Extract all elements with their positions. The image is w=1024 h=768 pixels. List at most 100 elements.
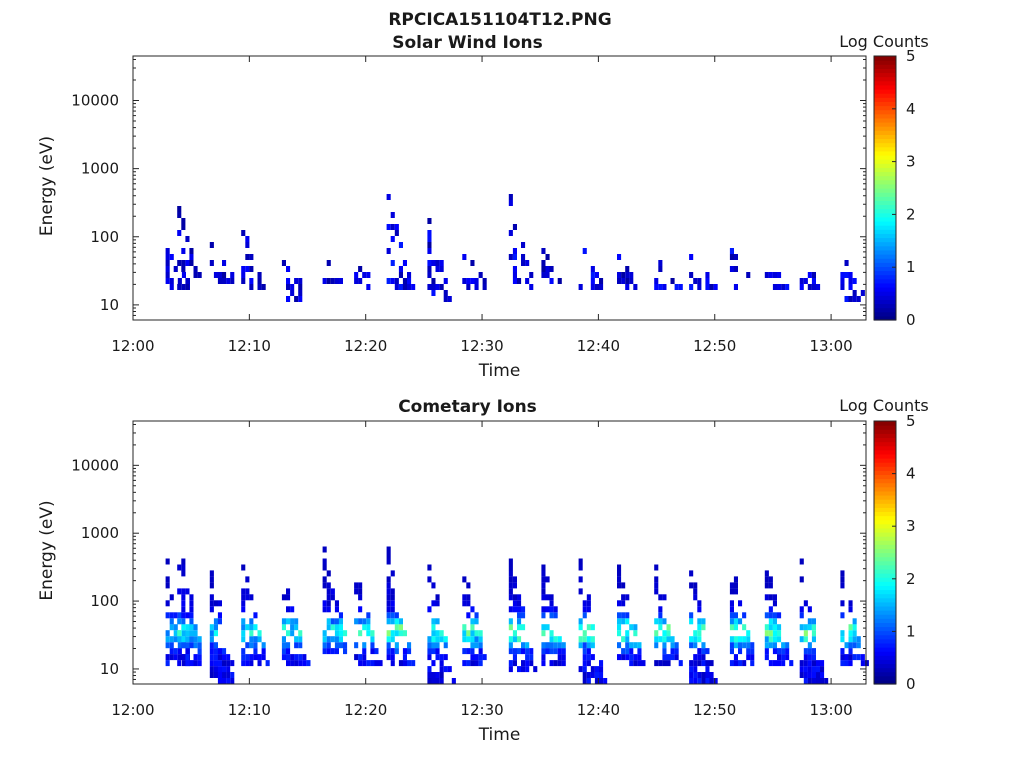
data-cell <box>466 648 471 655</box>
data-cell <box>586 594 591 601</box>
colorbar-segment <box>874 679 896 685</box>
data-cell <box>257 272 262 278</box>
data-cell <box>848 278 853 284</box>
data-cell <box>590 272 595 278</box>
data-cell <box>521 260 526 266</box>
data-cell <box>582 636 587 643</box>
data-cell <box>848 600 853 607</box>
colorbar-segment <box>874 175 896 181</box>
data-cell <box>431 582 436 589</box>
data-cell <box>173 266 178 272</box>
data-cell <box>474 618 479 625</box>
colorbar-segment <box>874 97 896 102</box>
data-cell <box>298 642 303 649</box>
data-cell <box>181 612 186 619</box>
data-cell <box>241 624 246 631</box>
data-cell <box>394 648 399 655</box>
data-cell <box>633 642 638 649</box>
data-cell <box>222 278 227 284</box>
data-cell <box>617 272 622 278</box>
data-cell <box>856 296 861 302</box>
data-cell <box>322 582 327 589</box>
data-cell <box>298 284 303 290</box>
data-cell <box>165 642 170 649</box>
colorbar-tick-label: 4 <box>906 100 916 118</box>
data-cell <box>848 272 853 278</box>
data-cell <box>366 272 371 278</box>
data-cell <box>281 636 286 643</box>
data-cell <box>545 576 550 583</box>
data-cell <box>169 278 174 284</box>
data-cell <box>193 630 198 637</box>
colorbar-segment <box>874 167 896 173</box>
data-cell <box>261 654 266 661</box>
data-cell <box>811 630 816 637</box>
data-cell <box>222 672 227 678</box>
data-cell <box>435 284 440 290</box>
data-cell <box>402 660 407 667</box>
data-cell <box>654 564 659 571</box>
data-cell <box>852 278 857 284</box>
data-cell <box>738 600 743 607</box>
data-cell <box>549 266 554 272</box>
data-cell <box>586 624 591 631</box>
data-cell <box>852 290 857 296</box>
data-cell <box>557 636 562 643</box>
data-cell <box>772 272 777 278</box>
data-cell <box>586 600 591 607</box>
data-cell <box>654 582 659 589</box>
data-cell <box>462 594 467 601</box>
data-cell <box>390 648 395 655</box>
data-cell <box>629 624 634 631</box>
data-cell <box>582 630 587 637</box>
colorbar-segment <box>874 76 896 82</box>
data-cell <box>768 624 773 631</box>
data-cell <box>482 284 487 290</box>
data-cell <box>662 636 667 643</box>
data-cell <box>803 600 808 607</box>
data-cell <box>241 606 246 613</box>
data-cell <box>245 242 250 248</box>
data-cell <box>633 630 638 637</box>
data-cell <box>407 648 412 655</box>
data-cell <box>820 678 825 684</box>
data-cell <box>617 630 622 637</box>
data-cell <box>545 642 550 649</box>
data-cell <box>553 648 558 655</box>
data-cell <box>517 618 522 625</box>
data-cell <box>521 254 526 260</box>
data-cell <box>582 248 587 254</box>
data-cell <box>322 648 327 655</box>
data-cell <box>701 672 706 678</box>
data-cell <box>733 582 738 589</box>
data-cell <box>705 660 710 667</box>
data-cell <box>245 576 250 583</box>
data-cell <box>394 278 399 284</box>
x-tick-label: 12:20 <box>344 701 387 719</box>
data-cell <box>298 290 303 296</box>
colorbar-segment <box>874 258 896 263</box>
data-cell <box>777 624 782 631</box>
colorbar-segment <box>874 266 896 272</box>
colorbar-segment <box>874 221 896 226</box>
colorbar-segment <box>874 441 896 447</box>
colorbar-segment <box>874 113 896 119</box>
data-cell <box>286 606 291 613</box>
data-cell <box>181 606 186 613</box>
data-cell <box>358 278 363 284</box>
data-cell <box>594 666 599 673</box>
data-cell <box>582 648 587 655</box>
data-cell <box>354 582 359 589</box>
data-cell <box>764 594 769 601</box>
data-cell <box>553 660 558 667</box>
data-cell <box>322 636 327 643</box>
data-cell <box>169 636 174 643</box>
data-cell <box>629 654 634 661</box>
data-cell <box>427 242 432 248</box>
data-cell <box>431 624 436 631</box>
data-cell <box>840 278 845 284</box>
data-cell <box>557 654 562 661</box>
colorbar-segment <box>874 647 896 652</box>
data-cell <box>670 654 675 661</box>
data-cell <box>290 660 295 667</box>
